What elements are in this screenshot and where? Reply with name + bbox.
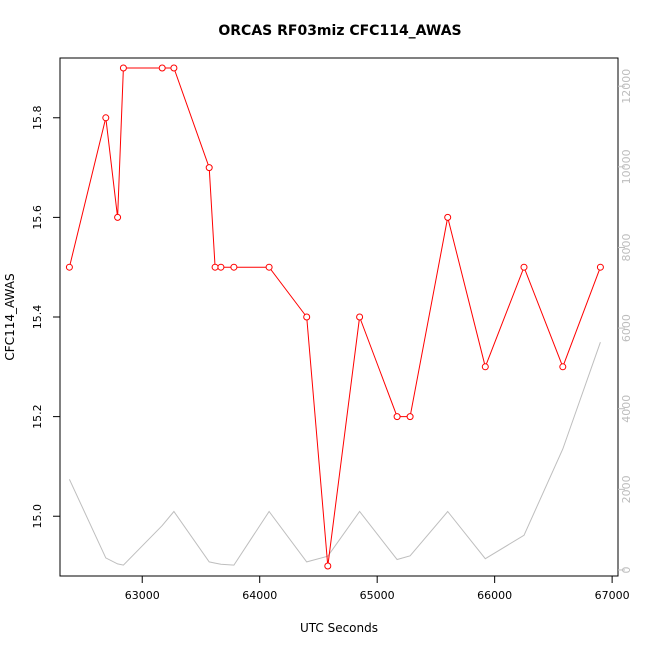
y-tick-label: 15.8	[31, 106, 44, 130]
data-point	[217, 263, 225, 271]
y-tick-label: 15.2	[31, 404, 44, 429]
data-point	[170, 64, 178, 72]
data-point	[559, 363, 567, 371]
data-point	[324, 562, 332, 570]
axes-layer: 63000 64000 65000 66000 67000 15.0 15.2 15.4 15.…	[31, 69, 633, 602]
x-tick-label: 67000	[595, 589, 630, 602]
y2-tick-label: 6000	[620, 314, 633, 342]
data-point	[393, 413, 401, 421]
y2-tick-label: 10000	[620, 149, 633, 184]
data-point	[406, 413, 414, 421]
data-point	[444, 213, 452, 221]
y2-tick-label: 4000	[620, 395, 633, 423]
x-tick-label: 63000	[125, 589, 160, 602]
data-point	[205, 164, 213, 172]
series-layer	[65, 64, 604, 570]
data-point	[481, 363, 489, 371]
x-tick-label: 66000	[477, 589, 512, 602]
data-point	[356, 313, 364, 321]
data-point	[102, 114, 110, 122]
y-axis-label: CFC114_AWAS	[3, 273, 17, 360]
data-point	[596, 263, 604, 271]
data-point	[114, 213, 122, 221]
y2-tick-label: 2000	[620, 475, 633, 503]
x-tick-label: 65000	[360, 589, 395, 602]
y-tick-label: 15.4	[31, 305, 44, 330]
data-point	[158, 64, 166, 72]
chart-title: ORCAS RF03miz CFC114_AWAS	[218, 23, 461, 39]
y2-tick-label: 12000	[620, 69, 633, 104]
data-point	[211, 263, 219, 271]
data-point	[65, 263, 73, 271]
data-point	[303, 313, 311, 321]
y-tick-label: 15.6	[31, 205, 44, 230]
y2-tick-label: 0	[620, 566, 633, 573]
y-tick-label: 15.0	[31, 504, 44, 529]
x-tick-label: 64000	[242, 589, 277, 602]
series-line-right-axis	[68, 342, 601, 566]
data-point	[230, 263, 238, 271]
x-axis-label: UTC Seconds	[300, 621, 378, 635]
data-point	[520, 263, 528, 271]
y2-tick-label: 8000	[620, 233, 633, 261]
data-point	[265, 263, 273, 271]
data-point	[119, 64, 127, 72]
